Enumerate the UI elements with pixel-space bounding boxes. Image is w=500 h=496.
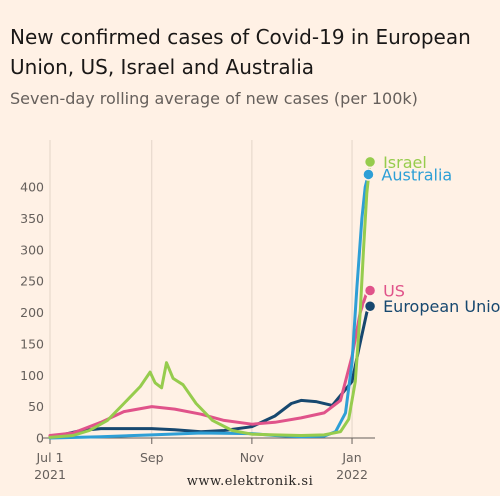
x-tick-label: Jul 1 — [35, 450, 63, 465]
axes: Jul 1 2021 Sep Nov Jan 2022 0 50 100 150 200 250 300… — [20, 180, 375, 482]
y-tick-label: 50 — [28, 399, 44, 414]
x-tick-label: Jan — [341, 450, 361, 465]
end-marker-us — [363, 284, 377, 297]
y-tick-label: 350 — [20, 211, 44, 226]
end-marker-israel — [363, 155, 377, 169]
end-marker-european-union — [363, 299, 377, 313]
y-tick-label: 100 — [20, 368, 44, 383]
y-tick-label: 300 — [20, 242, 44, 257]
x-tick-sublabel: 2022 — [336, 467, 368, 482]
y-tick-label: 400 — [20, 180, 44, 195]
chart-title: New confirmed cases of Covid-19 in Europ… — [10, 25, 471, 79]
y-tick-label: 0 — [36, 431, 44, 446]
grid-lines — [49, 140, 353, 438]
series-line-us — [48, 289, 372, 437]
x-tick-label: Nov — [240, 450, 265, 465]
series-lines — [48, 160, 372, 440]
series-label-european-union: European Union — [383, 297, 500, 316]
series-label-us: US — [383, 282, 405, 301]
x-tick-label: Sep — [140, 450, 164, 465]
watermark: www.elektronik.si — [186, 474, 314, 489]
series-label-australia: Australia — [381, 165, 452, 184]
y-tick-label: 200 — [20, 305, 44, 320]
y-tick-label: 150 — [20, 336, 44, 351]
series-label-israel: Israel — [383, 153, 427, 172]
series-line-european-union — [48, 304, 372, 438]
y-tick-label: 250 — [20, 274, 44, 289]
x-tick-sublabel: 2021 — [34, 467, 66, 482]
chart-subtitle: Seven-day rolling average of new cases (… — [10, 89, 418, 108]
end-marker-australia — [362, 168, 375, 181]
series-line-israel — [48, 160, 372, 439]
series-line-australia — [48, 172, 370, 440]
